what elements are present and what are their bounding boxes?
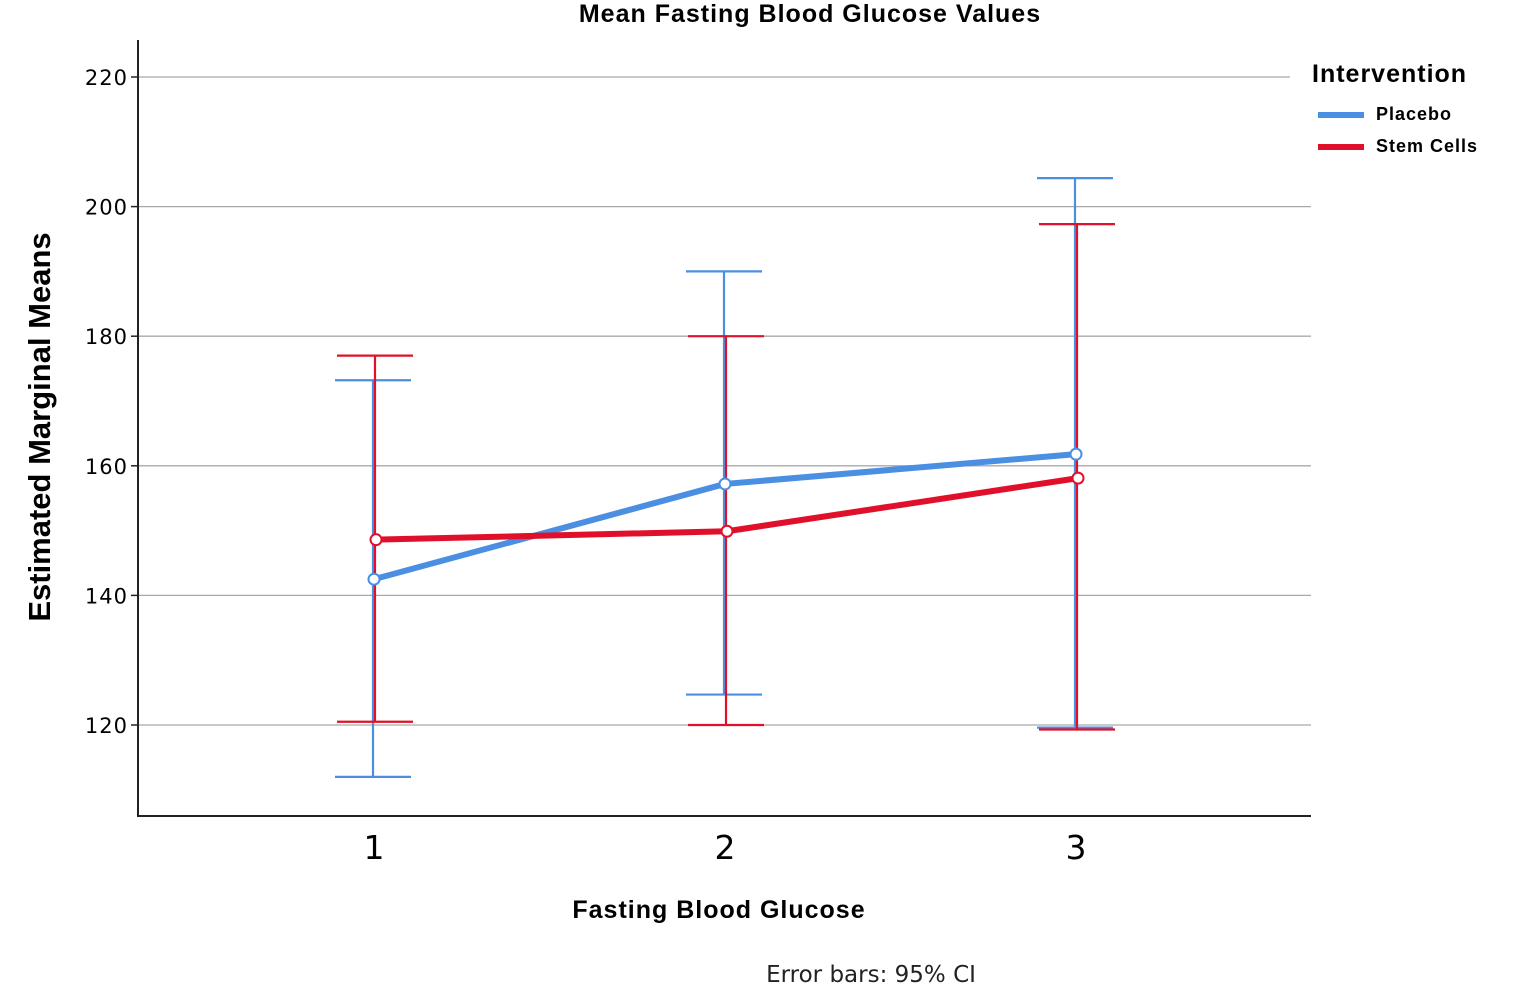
- x-tick-label: 2: [715, 828, 736, 867]
- x-axis-label: Fasting Blood Glucose: [572, 896, 865, 924]
- placebo-series: [367, 447, 1083, 586]
- x-tick-label: 3: [1066, 828, 1087, 867]
- legend-items: Placebo Stem Cells: [1318, 104, 1478, 156]
- stem-cells-point: [369, 533, 383, 547]
- x-tick-label: 1: [364, 828, 385, 867]
- y-tick-label: 120: [85, 714, 128, 738]
- stem-cells-error-bars: [337, 222, 1115, 731]
- gridlines: [131, 76, 1311, 726]
- legend-title: Intervention: [1312, 60, 1467, 88]
- x-tick-labels: 1 2 3: [364, 828, 1087, 867]
- axes: [137, 40, 1311, 817]
- stem-cells-series: [369, 471, 1085, 547]
- y-tick-label: 180: [85, 325, 128, 349]
- y-tick-label: 200: [85, 196, 128, 220]
- stem-cells-point: [1071, 471, 1085, 485]
- chart-title: Mean Fasting Blood Glucose Values: [579, 0, 1041, 28]
- legend-label-stem-cells: Stem Cells: [1376, 136, 1478, 156]
- series-lines: [367, 447, 1085, 586]
- placebo-error-bars: [335, 176, 1113, 778]
- legend-label-placebo: Placebo: [1376, 104, 1452, 124]
- stem-cells-point: [720, 524, 734, 538]
- legend: Intervention Placebo Stem Cells: [1312, 60, 1478, 156]
- y-tick-label: 140: [85, 584, 128, 608]
- placebo-point: [1069, 447, 1083, 461]
- error-bars-footnote: Error bars: 95% CI: [766, 962, 976, 988]
- placebo-point: [367, 572, 381, 586]
- y-tick-label: 220: [85, 66, 128, 90]
- y-tick-label: 160: [85, 455, 128, 479]
- y-axis-label: Estimated Marginal Means: [22, 232, 57, 621]
- y-tick-labels: 120 140 160 180 200 220: [85, 66, 128, 738]
- placebo-point: [718, 477, 732, 491]
